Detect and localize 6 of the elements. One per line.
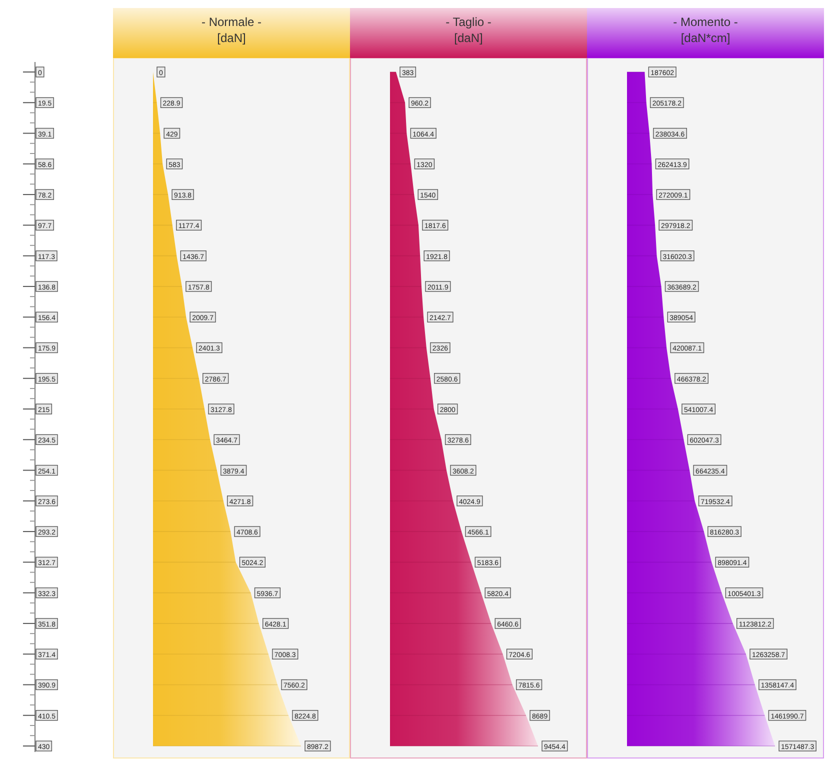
chart-title: - Normale - <box>201 15 262 29</box>
chart-title: - Momento - <box>673 15 738 29</box>
chart-title: - Taglio - <box>446 15 492 29</box>
chart-subtitle: [daN] <box>454 31 483 45</box>
chart-subtitle: [daN] <box>217 31 246 45</box>
chart-subtitle: [daN*cm] <box>680 31 730 45</box>
